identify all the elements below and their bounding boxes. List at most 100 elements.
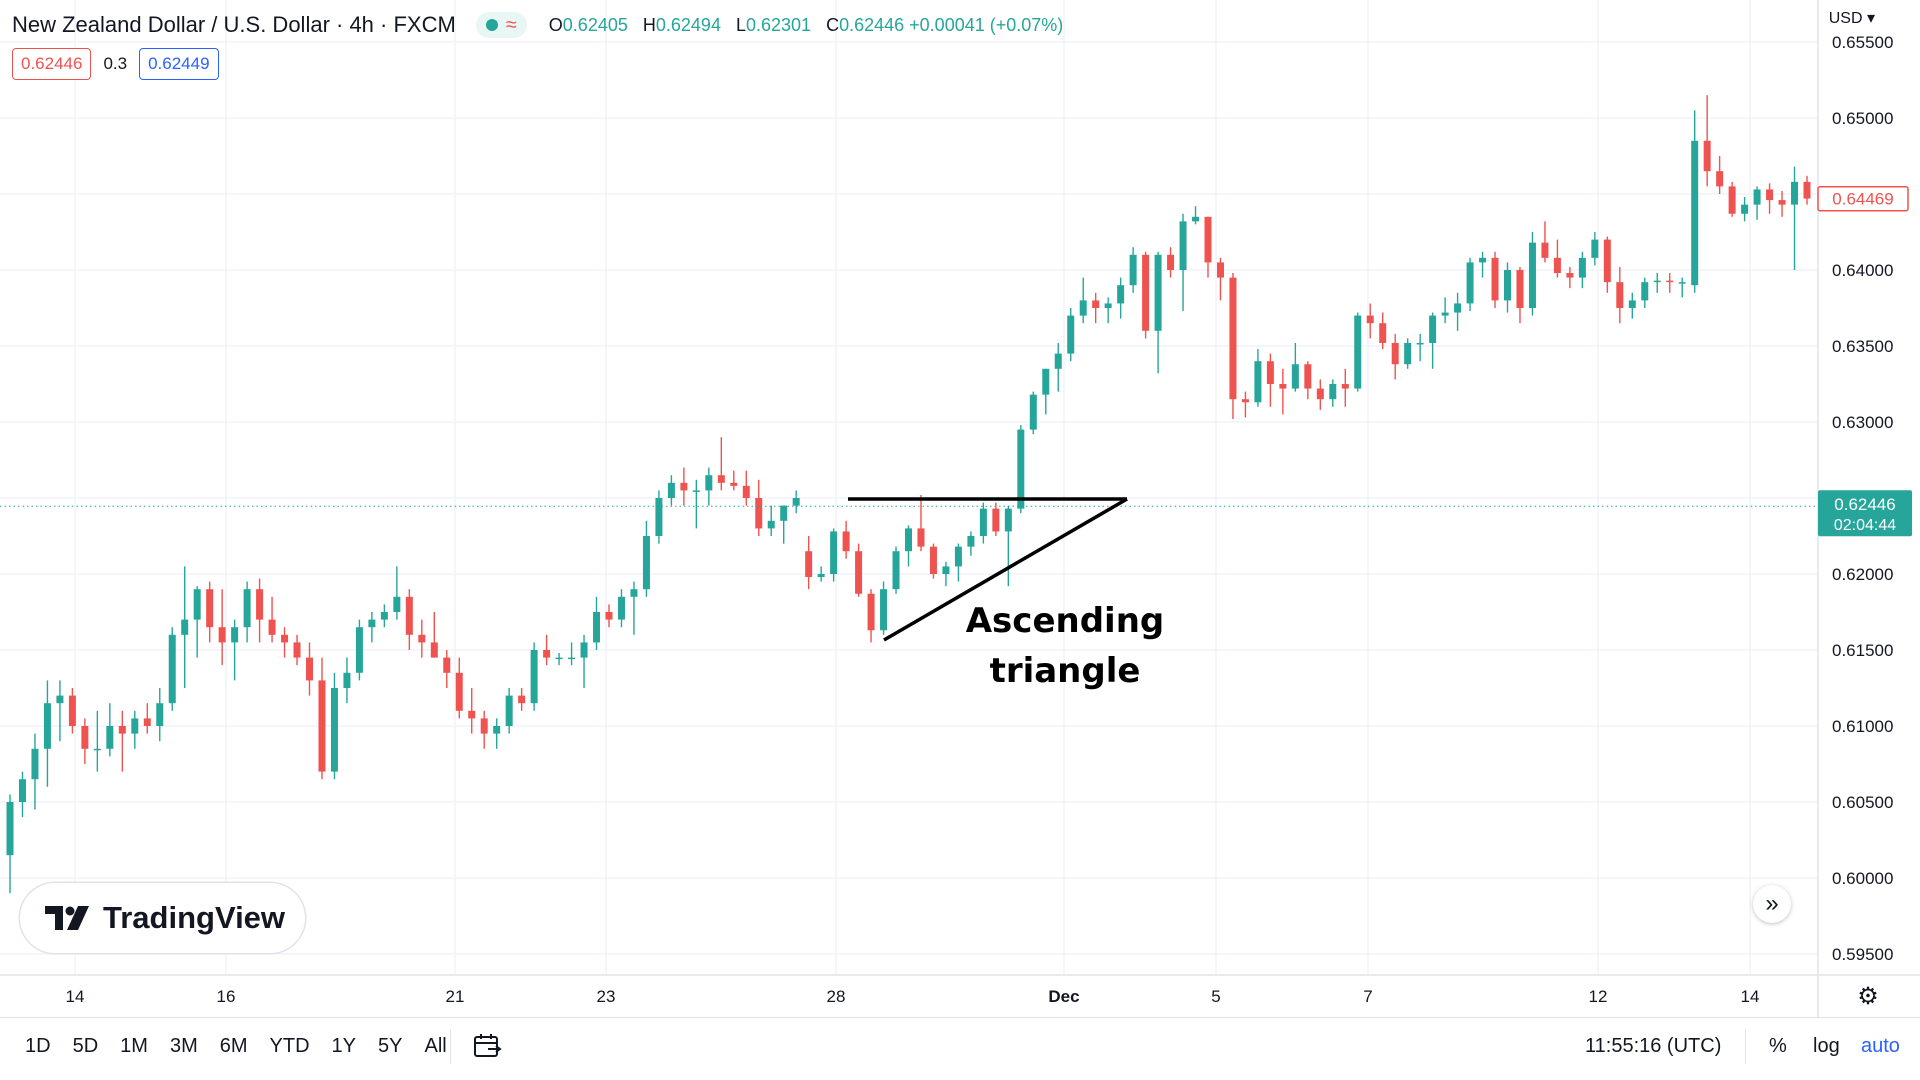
candle-body [780,505,788,521]
ohlc-close-key: C [826,14,840,35]
candle-body [106,726,114,749]
candle-body [218,627,226,643]
utc-clock[interactable]: 11:55:16 (UTC) [1585,1035,1722,1057]
time-tick-label: 14 [1741,987,1760,1006]
candle-body [1803,181,1811,199]
candle-body [131,718,139,734]
candle-body [156,703,164,726]
candle-body [1753,189,1761,205]
price-tick-label: 0.60000 [1832,869,1893,888]
candle-body [1004,508,1012,532]
tf-all[interactable]: All [424,1035,447,1057]
candle-body [842,531,850,552]
candle-body [243,589,251,628]
tradingview-logo[interactable]: TradingView [20,883,305,953]
time-tick-label: 16 [217,987,236,1006]
candle-body [1591,239,1599,258]
time-tick-label: 14 [66,987,85,1006]
candle-body [1666,280,1674,283]
candle-body [1778,200,1786,205]
candle-body [1703,140,1711,172]
candle-body [1416,342,1424,345]
candle-body [1528,242,1536,308]
chart-settings-button[interactable]: ⚙ [1854,982,1882,1010]
candle-body [1441,312,1449,316]
price-tick-label: 0.65500 [1832,33,1893,52]
tf-1y[interactable]: 1Y [331,1035,357,1057]
tf-6m[interactable]: 6M [219,1035,248,1057]
candle-body [1266,361,1274,384]
candle-body [1479,257,1487,263]
tf-5y[interactable]: 5Y [378,1035,403,1057]
candle-body [256,589,264,620]
trade-row: 0.62446 0.3 0.62449 [12,48,219,80]
log-toggle[interactable]: log [1813,1035,1840,1057]
auto-scale-toggle[interactable]: auto [1861,1035,1900,1057]
candle-body [530,650,538,704]
timeframe-buttons: 1D 5D 1M 3M 6M YTD 1Y 5Y All [14,1035,458,1058]
candlestick-chart[interactable]: 0.59500 0.60000 0.60500 0.61000 0.61500 0.620… [0,0,1920,1017]
candle-body [1341,384,1349,389]
candle-body [1541,242,1549,258]
candle-body [93,748,101,751]
price-tick-label: 0.64000 [1832,261,1893,280]
candle-body [1279,384,1287,389]
candle-body [1641,282,1649,301]
sell-price-button[interactable]: 0.62446 [12,48,92,80]
tf-ytd[interactable]: YTD [269,1035,310,1057]
tf-5d[interactable]: 5D [72,1035,99,1057]
symbol-title[interactable]: New Zealand Dollar / U.S. Dollar · 4h · … [12,12,456,37]
candle-body [1678,282,1686,284]
market-status-pill[interactable]: ≈ [475,12,527,38]
candle-body [617,596,625,620]
candle-body [767,520,775,529]
time-tick-label: 21 [446,987,465,1006]
ohlc-low-value: 0.62301 [746,14,812,35]
candle-body [393,596,401,612]
candle-body [1167,254,1175,270]
candle-body [830,531,838,574]
candle-body [1628,300,1636,308]
candle-body [443,657,451,673]
buy-price-button[interactable]: 0.62449 [139,48,219,80]
candle-body [1104,303,1112,308]
candle-body [1316,388,1324,400]
ohlc-open-value: 0.62405 [562,14,628,35]
candle-body [1791,181,1799,205]
candle-body [792,498,800,506]
candle-body [18,779,26,802]
percent-toggle[interactable]: % [1769,1035,1787,1057]
candle-body [979,508,987,536]
candle-body [543,650,551,658]
ascending-triangle-drawing [848,497,1128,642]
prev-price-badge [1817,185,1909,212]
tf-1d[interactable]: 1D [25,1035,51,1057]
candle-body [1304,364,1312,389]
candle-body [1042,368,1050,395]
time-axis: 14 16 21 23 28 Dec 5 7 12 14 [66,987,1760,1006]
price-tick-label: 0.60500 [1832,793,1893,812]
last-price-label: 0.62446 [1834,495,1895,514]
tf-3m[interactable]: 3M [169,1035,198,1057]
candle-body [31,748,39,780]
time-tick-label: 12 [1589,987,1608,1006]
candle-body [1192,216,1200,222]
candle-body [967,536,975,547]
candle-body [1379,323,1387,343]
price-tick-label: 0.65000 [1832,109,1893,128]
candle-body [1391,342,1399,365]
tf-1m[interactable]: 1M [120,1035,148,1057]
scroll-to-realtime-button[interactable]: » [1753,885,1791,923]
triangle-support-line [883,497,1128,642]
candle-body [905,528,912,552]
candle-body [1553,257,1561,274]
date-range-calendar-icon[interactable] [472,1032,502,1060]
candle-body [1129,254,1137,286]
candle-body [318,680,326,772]
currency-selector[interactable]: USD ▾ [1828,10,1875,27]
candle-body [480,718,488,734]
candle-body [1204,216,1212,263]
candle-body [680,482,688,491]
annotation-line: triangle [990,651,1141,691]
time-tick-label: 23 [597,987,616,1006]
